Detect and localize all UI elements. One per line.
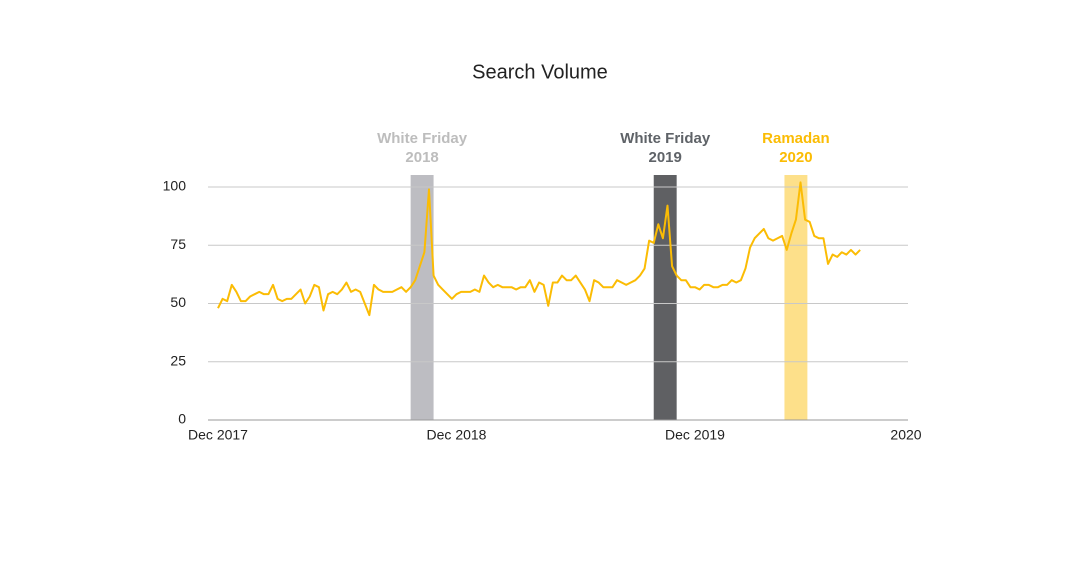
- event-label: 2018: [405, 149, 438, 166]
- event-band: [653, 175, 677, 420]
- event-band: [410, 175, 434, 420]
- y-tick-label: 75: [170, 236, 186, 252]
- event-label: Ramadan: [762, 130, 830, 147]
- y-tick-label: 0: [178, 411, 186, 427]
- x-tick-label: Dec 2018: [427, 427, 487, 443]
- y-tick-label: 25: [170, 352, 186, 368]
- event-label: White Friday: [620, 130, 711, 147]
- event-label: White Friday: [377, 130, 468, 147]
- x-tick-label: 2020: [890, 427, 921, 443]
- x-tick-label: Dec 2019: [665, 427, 725, 443]
- chart-title: Search Volume: [472, 61, 608, 83]
- event-label: 2020: [779, 149, 812, 166]
- series-line: [217, 181, 861, 317]
- event-label: 2019: [649, 149, 682, 166]
- x-tick-label: Dec 2017: [188, 427, 248, 443]
- y-tick-label: 50: [170, 294, 186, 310]
- y-tick-label: 100: [163, 178, 187, 194]
